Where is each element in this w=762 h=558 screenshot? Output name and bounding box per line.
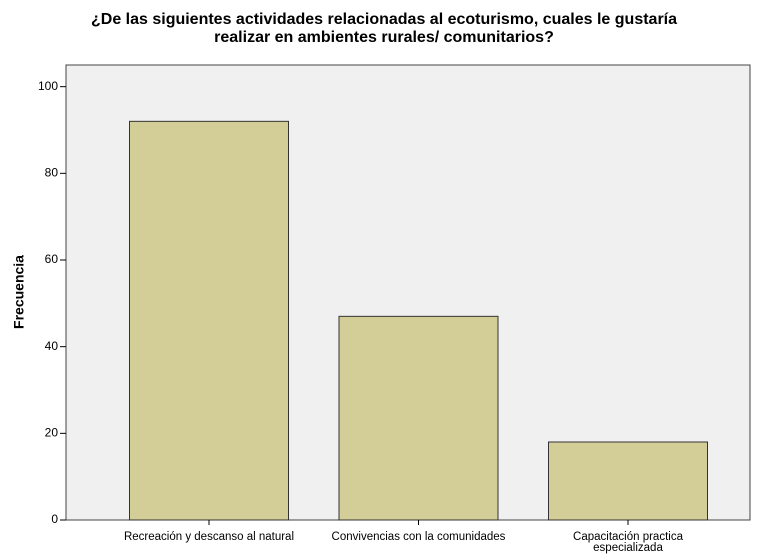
y-tick-label: 100	[38, 79, 58, 93]
y-tick-label: 80	[45, 166, 59, 180]
chart-title: ¿De las siguientes actividades relaciona…	[91, 11, 677, 28]
x-tick-label: Recreación y descanso al natural	[123, 531, 295, 543]
x-tick-label: Convivencias con la comunidades	[331, 531, 506, 543]
bar	[338, 315, 499, 521]
chart-title: realizar en ambientes rurales/ comunitar…	[214, 29, 554, 46]
y-tick-label: 40	[45, 339, 59, 353]
y-tick-label: 20	[45, 426, 59, 440]
bar	[548, 441, 708, 521]
y-axis-label: Frecuencia	[11, 255, 27, 329]
y-tick-label: 0	[51, 512, 58, 526]
x-tick-label: Capacitación practica especializada	[573, 531, 683, 554]
y-tick-label: 60	[45, 252, 59, 266]
bar	[129, 120, 289, 521]
